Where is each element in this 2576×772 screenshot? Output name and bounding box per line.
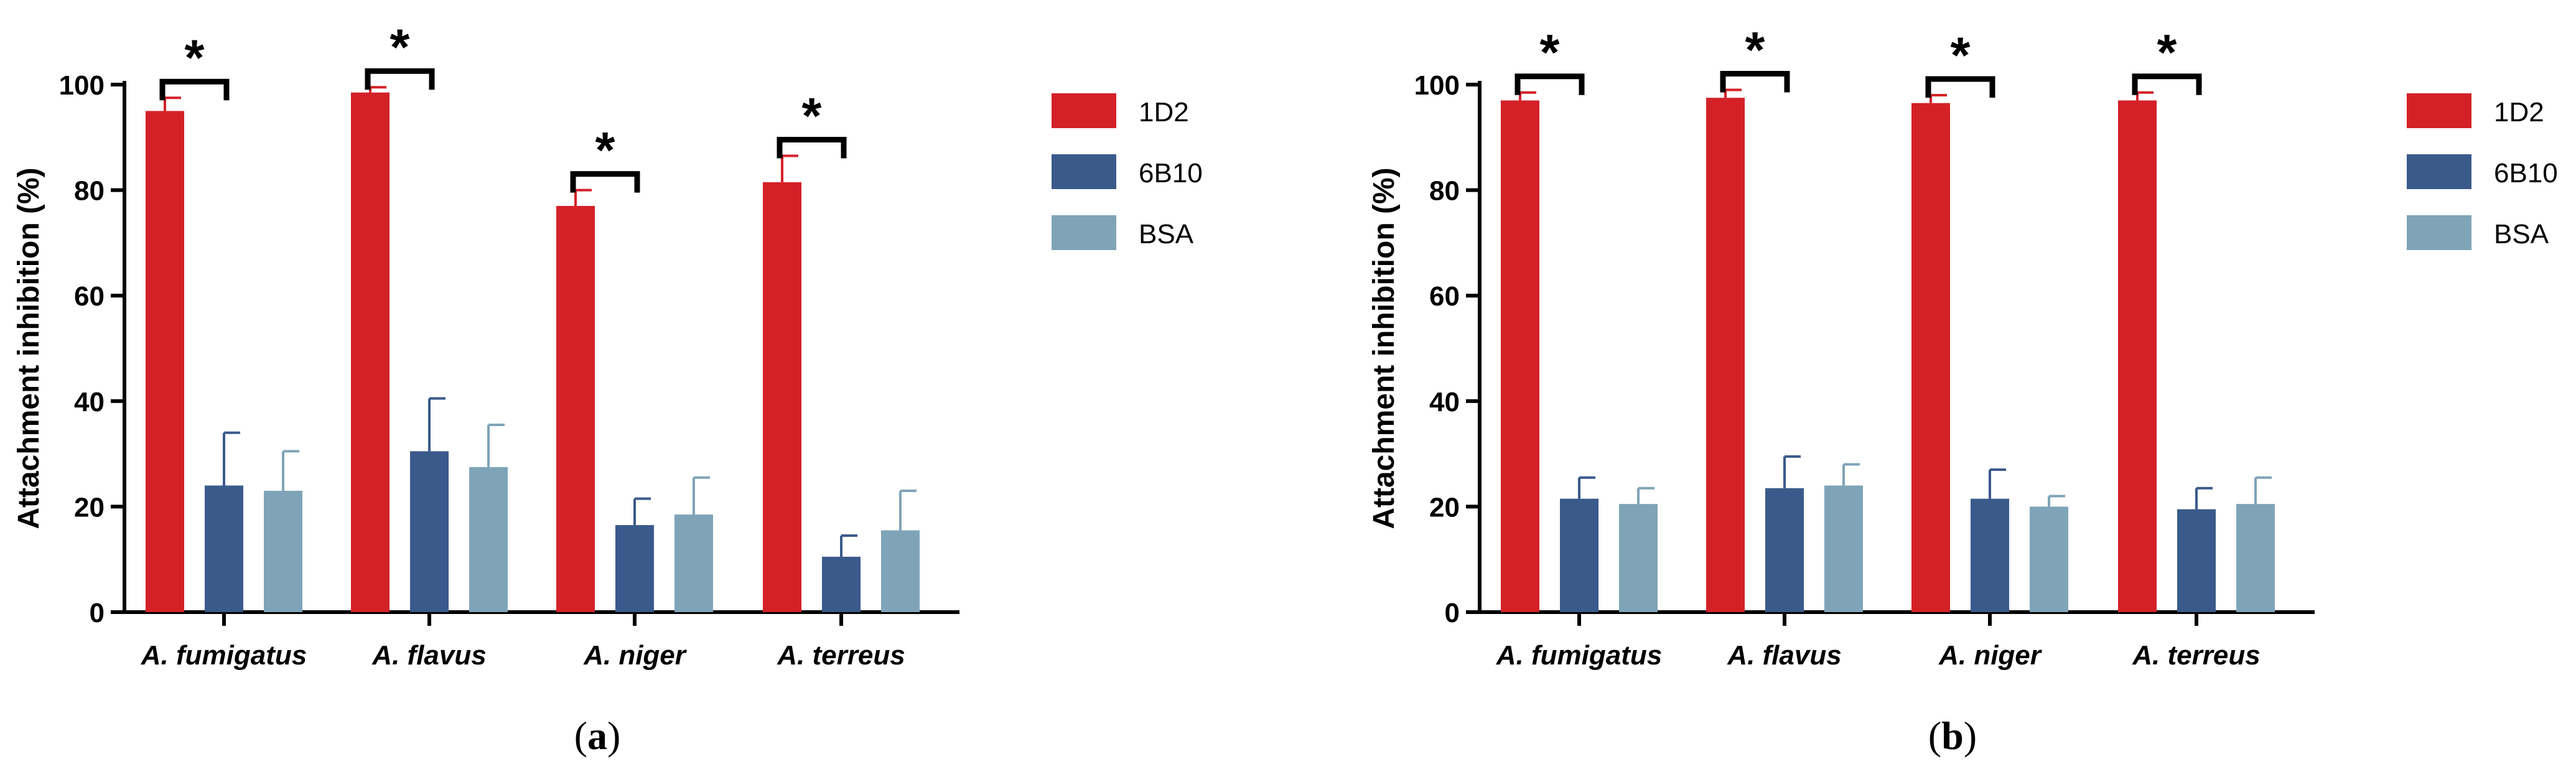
panel-label-letter: a xyxy=(587,714,607,758)
x-tick-label: A. terreus xyxy=(2132,640,2260,671)
bar-1d2 xyxy=(556,206,595,612)
x-tick-label: A. flavus xyxy=(1727,640,1841,671)
y-tick-label: 20 xyxy=(74,492,105,523)
y-axis-label: Attachment inhibition (%) xyxy=(12,167,45,529)
significance-bracket xyxy=(570,171,640,193)
legend-swatch-1d2 xyxy=(1052,93,1116,128)
y-tick-label: 20 xyxy=(1429,492,1460,523)
bar-bsa xyxy=(674,514,713,612)
bar-1d2 xyxy=(2118,100,2157,612)
x-tick-label: A. niger xyxy=(1938,640,2043,671)
panel-label-close: ) xyxy=(607,714,620,758)
y-tick-label: 60 xyxy=(1429,281,1460,312)
x-tick-label: A. flavus xyxy=(371,640,486,671)
bar-6b10 xyxy=(1560,498,1598,612)
significance-bracket xyxy=(365,68,435,90)
x-tick-label: A. niger xyxy=(583,640,688,671)
bar-6b10 xyxy=(2177,509,2216,612)
y-tick-label: 40 xyxy=(74,387,105,417)
y-tick-label: 80 xyxy=(74,176,105,207)
legend: 1D2 6B10 BSA xyxy=(2407,93,2558,250)
significance-star: * xyxy=(1745,22,1765,78)
bar-bsa xyxy=(2236,504,2275,612)
y-axis-label: Attachment inhibition (%) xyxy=(1368,167,1401,529)
legend-label-bsa: BSA xyxy=(1139,219,1194,249)
bar-1d2 xyxy=(146,111,184,612)
y-tick-label: 60 xyxy=(74,281,105,312)
legend-label-6b10: 6B10 xyxy=(2494,158,2558,188)
bar-bsa xyxy=(2030,506,2068,612)
significance-bracket xyxy=(1514,73,1585,95)
bar-bsa xyxy=(881,530,920,612)
significance-star: * xyxy=(1540,25,1560,81)
bar-1d2 xyxy=(1911,103,1950,612)
x-tick-label: A. fumigatus xyxy=(1496,640,1662,671)
panel-label-open: ( xyxy=(574,714,587,758)
legend-label-6b10: 6B10 xyxy=(1139,158,1203,188)
legend-swatch-6b10 xyxy=(1052,154,1116,189)
bar-6b10 xyxy=(822,556,861,612)
y-tick-label: 0 xyxy=(1445,598,1460,628)
bar-1d2 xyxy=(1501,100,1539,612)
panel-label-open: ( xyxy=(1928,714,1941,758)
y-tick-label: 40 xyxy=(1429,387,1460,417)
legend-label-1d2: 1D2 xyxy=(1139,97,1189,128)
significance-bracket xyxy=(2132,73,2202,95)
bar-bsa xyxy=(469,467,508,612)
x-tick-label: A. fumigatus xyxy=(141,640,307,671)
y-tick-label: 0 xyxy=(90,598,105,628)
panel-label: (a) xyxy=(574,714,621,758)
legend-swatch-bsa xyxy=(2407,215,2471,250)
bar-1d2 xyxy=(1706,98,1745,612)
y-tick-label: 100 xyxy=(1414,70,1460,101)
legend-label-bsa: BSA xyxy=(2494,219,2549,249)
significance-star: * xyxy=(390,19,410,76)
bar-bsa xyxy=(1824,485,1863,612)
bar-6b10 xyxy=(1971,498,2009,612)
x-tick-label: A. terreus xyxy=(777,640,905,671)
chart-panel-a: 0 20 40 60 80 100 Attachment inhibition (%) A. … xyxy=(12,19,1203,758)
significance-bracket xyxy=(777,136,847,159)
significance-star: * xyxy=(2157,25,2177,81)
legend-swatch-1d2 xyxy=(2407,93,2471,128)
panel-label-close: ) xyxy=(1964,714,1977,758)
legend-swatch-6b10 xyxy=(2407,154,2471,189)
y-tick-label: 100 xyxy=(59,70,105,101)
chart-panel-b: 0 20 40 60 80 100 Attachment inhibition (%) A. … xyxy=(1368,22,2558,758)
significance-bracket xyxy=(1925,76,1995,98)
bar-6b10 xyxy=(410,451,449,612)
significance-star: * xyxy=(185,30,205,86)
bar-6b10 xyxy=(205,485,243,612)
legend-label-1d2: 1D2 xyxy=(2494,97,2544,128)
y-tick-label: 80 xyxy=(1429,176,1460,207)
legend: 1D2 6B10 BSA xyxy=(1052,93,1203,250)
bar-1d2 xyxy=(351,92,390,613)
bar-bsa xyxy=(1619,504,1658,612)
significance-star: * xyxy=(595,123,615,179)
bar-6b10 xyxy=(615,525,654,612)
legend-swatch-bsa xyxy=(1052,215,1116,250)
bar-6b10 xyxy=(1765,488,1804,612)
bar-1d2 xyxy=(763,182,801,612)
bar-bsa xyxy=(264,490,302,612)
significance-star: * xyxy=(1951,27,1971,84)
significance-star: * xyxy=(802,88,822,144)
panel-label-letter: b xyxy=(1941,714,1964,758)
panel-label: (b) xyxy=(1928,714,1977,758)
significance-bracket xyxy=(1720,70,1790,93)
significance-bracket xyxy=(159,78,230,101)
